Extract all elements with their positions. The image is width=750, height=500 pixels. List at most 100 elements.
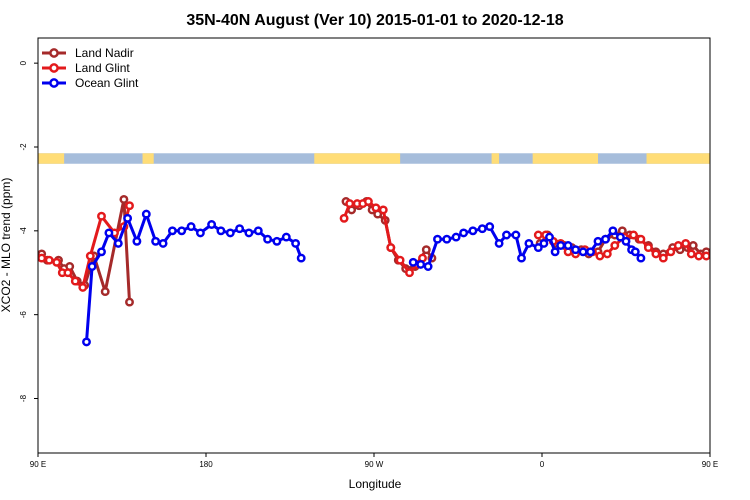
data-point-land-glint — [610, 241, 620, 250]
data-point-land-glint — [694, 251, 704, 261]
legend-label: Land Glint — [75, 61, 130, 75]
x-axis-label: Longitude — [349, 477, 402, 491]
data-point-ocean-glint — [244, 228, 254, 238]
data-point-ocean-glint — [132, 236, 142, 246]
legend-item-land-glint: Land Glint — [42, 61, 130, 75]
y-tick-label: -4 — [19, 227, 28, 235]
data-point-ocean-glint — [433, 234, 442, 244]
data-point-land-glint — [52, 257, 62, 267]
data-point-ocean-glint — [545, 232, 554, 242]
data-point-land-glint — [125, 201, 134, 211]
land-band-segment — [38, 153, 65, 164]
data-point-land-glint — [38, 253, 47, 263]
data-point-ocean-glint — [459, 228, 469, 238]
data-point-ocean-glint — [524, 238, 534, 248]
data-point-ocean-glint — [151, 236, 161, 246]
land-band-segment — [314, 153, 401, 164]
data-point-ocean-glint — [216, 226, 226, 236]
data-point-land-glint — [378, 205, 388, 215]
data-point-land-glint — [636, 234, 646, 244]
data-point-land-glint — [70, 276, 80, 286]
y-tick-label: 0 — [19, 60, 28, 65]
data-point-ocean-glint — [556, 241, 566, 250]
data-point-ocean-glint — [442, 234, 452, 244]
data-point-ocean-glint — [113, 238, 123, 248]
data-point-land-glint — [686, 249, 696, 259]
data-point-ocean-glint — [87, 262, 97, 271]
plot-frame — [37, 37, 711, 454]
legend-marker — [49, 48, 59, 58]
data-point-ocean-glint — [494, 238, 504, 248]
data-point-ocean-glint — [451, 232, 461, 242]
y-tick-label: -8 — [19, 394, 28, 402]
data-point-ocean-glint — [621, 236, 631, 246]
data-point-land-glint — [97, 211, 106, 221]
data-point-land-glint — [395, 255, 405, 265]
data-point-ocean-glint — [408, 257, 418, 267]
data-point-ocean-glint — [186, 222, 196, 232]
data-point-ocean-glint — [291, 238, 301, 248]
legend-item-ocean-glint: Ocean Glint — [42, 76, 139, 90]
data-point-ocean-glint — [601, 234, 610, 244]
y-tick-label: -6 — [19, 311, 28, 319]
data-point-ocean-glint — [235, 224, 245, 234]
data-point-land-glint — [386, 243, 396, 253]
data-point-ocean-glint — [281, 232, 291, 242]
data-point-land-glint — [643, 243, 653, 253]
data-point-land-glint — [673, 241, 683, 250]
data-point-land-glint — [533, 230, 543, 240]
legend-label: Land Nadir — [75, 46, 134, 60]
data-point-land-glint — [666, 247, 676, 257]
data-point-ocean-glint — [615, 232, 625, 242]
data-point-ocean-glint — [141, 209, 151, 219]
x-tick-label: 0 — [540, 460, 545, 469]
x-tick-label: 90 E — [702, 460, 718, 469]
data-point-ocean-glint — [195, 228, 205, 238]
legend-item-land-nadir: Land Nadir — [42, 46, 134, 60]
data-point-ocean-glint — [82, 337, 91, 347]
plot-area — [38, 153, 710, 347]
data-point-land-glint — [658, 253, 668, 263]
data-point-ocean-glint — [517, 253, 526, 263]
land-band-segment — [491, 153, 500, 164]
data-point-ocean-glint — [253, 226, 263, 236]
data-point-ocean-glint — [485, 222, 495, 232]
data-point-land-glint — [681, 238, 691, 248]
data-point-land-glint — [651, 249, 661, 259]
data-point-ocean-glint — [167, 226, 177, 236]
land-band-segment — [142, 153, 154, 164]
legend-marker — [49, 78, 59, 88]
data-point-ocean-glint — [97, 247, 106, 257]
data-point-land-glint — [405, 268, 414, 278]
data-point-ocean-glint — [511, 230, 521, 240]
data-point-land-nadir — [119, 194, 129, 204]
x-axis: 90 E 180 90 W 0 90 E — [30, 453, 718, 469]
data-point-land-glint — [339, 213, 349, 223]
y-axis-label: XCO2 - MLO trend (ppm) — [0, 178, 13, 313]
data-point-land-nadir — [100, 287, 110, 297]
data-point-land-glint — [44, 255, 54, 265]
data-point-ocean-glint — [571, 245, 581, 255]
data-point-ocean-glint — [416, 259, 426, 269]
data-point-land-glint — [602, 249, 612, 259]
data-point-ocean-glint — [550, 247, 560, 257]
data-point-ocean-glint — [123, 213, 133, 223]
data-point-land-glint — [63, 268, 73, 278]
data-point-ocean-glint — [636, 253, 646, 263]
data-point-land-glint — [78, 282, 88, 292]
data-point-land-nadir — [688, 241, 698, 250]
data-point-land-glint — [629, 230, 638, 240]
data-point-land-glint — [363, 197, 373, 206]
land-band-segment — [532, 153, 598, 164]
data-point-land-glint — [701, 251, 710, 261]
data-point-ocean-glint — [423, 262, 433, 271]
data-point-ocean-glint — [296, 253, 306, 263]
data-point-ocean-glint — [104, 228, 114, 238]
legend-marker — [49, 63, 59, 73]
data-point-land-glint — [595, 251, 605, 261]
data-point-ocean-glint — [593, 236, 603, 246]
x-tick-label: 90 W — [365, 460, 384, 469]
land-band-segment — [702, 153, 710, 164]
data-point-ocean-glint — [263, 234, 273, 244]
